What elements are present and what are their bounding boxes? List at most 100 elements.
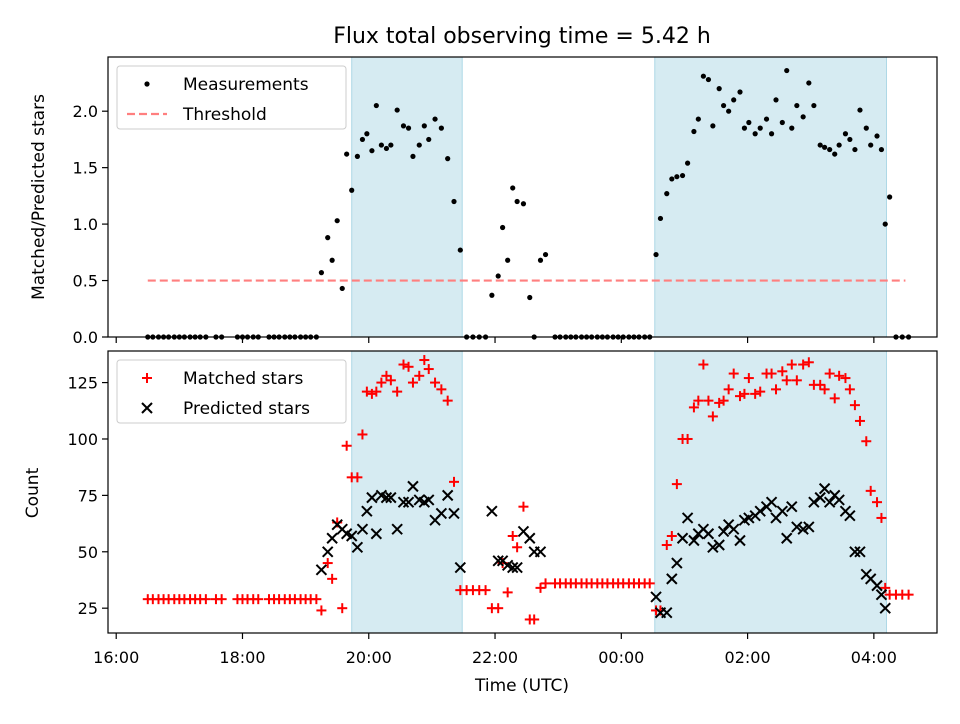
marker-stroke: [448, 507, 460, 520]
predicted-stars-point: [492, 555, 504, 567]
predicted-stars-point: [486, 505, 498, 517]
matched-stars-point: [903, 589, 914, 600]
predicted-stars-point: [322, 546, 334, 558]
y-tick-label: 75: [78, 486, 98, 505]
y-tick-label: 0.0: [73, 328, 98, 347]
measurement-point: [827, 146, 833, 153]
predicted-stars-point: [776, 505, 789, 517]
matched-stars-point: [688, 402, 699, 413]
legend-box: [116, 65, 347, 130]
predicted-stars-point: [346, 530, 358, 542]
matched-stars-point: [750, 388, 761, 399]
predicted-stars-point: [441, 489, 454, 502]
matched-stars-point: [666, 530, 677, 541]
matched-stars-point: [316, 605, 327, 616]
axes-frame: [107, 350, 938, 634]
marker-stroke: [666, 573, 678, 585]
matched-stars-point: [341, 440, 352, 451]
matched-stars-point: [661, 540, 672, 551]
matched-stars-point: [819, 384, 830, 395]
predicted-stars-point: [814, 491, 826, 504]
matched-stars-point: [436, 384, 447, 395]
marker-stroke: [818, 482, 831, 495]
measurement-point: [457, 247, 463, 253]
predicted-stars-point: [402, 496, 415, 508]
predicted-stars-point: [844, 509, 856, 522]
y-tick-label: 50: [78, 543, 98, 562]
matched-stars-point: [540, 578, 551, 589]
measurement-point: [537, 257, 544, 263]
marker-stroke: [486, 505, 498, 517]
predicted-stars-point: [524, 532, 536, 544]
marker-stroke: [511, 561, 523, 574]
observing-window-span: [654, 56, 887, 338]
matched-stars-point: [403, 361, 414, 372]
marker-stroke: [661, 606, 673, 619]
x-tick-label: 20:00: [346, 648, 392, 667]
matched-stars-point: [366, 388, 377, 399]
predicted-stars-point: [454, 561, 467, 574]
matched-stars-point: [824, 368, 835, 379]
matched-stars-point: [743, 373, 754, 384]
measurement-point: [416, 142, 422, 148]
marker-stroke: [727, 523, 740, 535]
measurement-point: [325, 235, 331, 241]
measurement-point: [364, 131, 370, 137]
marker-stroke: [391, 523, 403, 535]
matched-stars-point: [671, 479, 682, 490]
measurement-point: [432, 116, 438, 122]
matched-stars-point: [385, 375, 396, 386]
predicted-stars-point: [407, 480, 419, 493]
x-tick-label: 18:00: [219, 648, 265, 667]
bottom-panel: 25 50 75 100 125 16:00 18:00 20:00 22:00 00:00 02:…: [67, 350, 938, 667]
y-tick-label: 1.0: [73, 215, 98, 234]
marker-stroke: [524, 532, 536, 544]
bottom-y-axis-label: Count: [23, 467, 43, 518]
predicted-stars-point: [361, 505, 373, 517]
measurement-point: [847, 136, 853, 143]
predicted-stars-point: [818, 482, 831, 495]
predicted-stars-point: [717, 525, 730, 538]
predicted-stars-point: [385, 491, 397, 504]
marker-stroke: [849, 546, 861, 558]
marker-stroke: [713, 539, 725, 551]
measurement-point: [763, 116, 770, 122]
measurement-point: [410, 153, 416, 159]
predicted-stars-point: [854, 546, 866, 558]
matched-stars-point: [815, 379, 826, 390]
matched-stars-point: [253, 594, 264, 605]
matched-stars-point: [442, 395, 453, 406]
predicted-stars-point: [702, 528, 715, 540]
matched-stars-point: [693, 395, 704, 406]
legend-marker-x: [141, 402, 153, 414]
matched-stars-point: [392, 386, 403, 397]
predicted-stars-point: [713, 539, 725, 551]
measurement-point: [842, 131, 849, 137]
predicted-stars-point: [823, 496, 836, 508]
matched-stars-point: [865, 485, 876, 496]
y-tick-label: 100: [67, 430, 98, 449]
observing-window-span: [351, 56, 463, 338]
measurement-point: [369, 148, 375, 154]
measurement-point: [339, 285, 345, 292]
predicted-stars-point: [734, 534, 746, 547]
legend-marker-plus: [142, 373, 152, 383]
measurement-point: [354, 153, 360, 159]
predicted-stars-point: [676, 532, 689, 544]
marker-stroke: [385, 491, 397, 504]
measurement-point: [811, 102, 817, 109]
predicted-stars-point: [315, 564, 328, 576]
measurement-point: [495, 273, 501, 279]
top-panel: 0.0 0.5 1.0 1.5 2.0 Measurements Threshold: [73, 56, 938, 347]
marker-stroke: [402, 496, 415, 508]
predicted-stars-point: [671, 557, 683, 569]
matched-stars-point: [770, 384, 781, 395]
measurement-point: [334, 218, 340, 224]
marker-stroke: [356, 523, 369, 535]
predicted-stars-point: [791, 521, 803, 533]
matched-stars-point: [854, 415, 865, 426]
matched-stars-point: [322, 558, 333, 569]
marker-stroke: [407, 480, 419, 493]
